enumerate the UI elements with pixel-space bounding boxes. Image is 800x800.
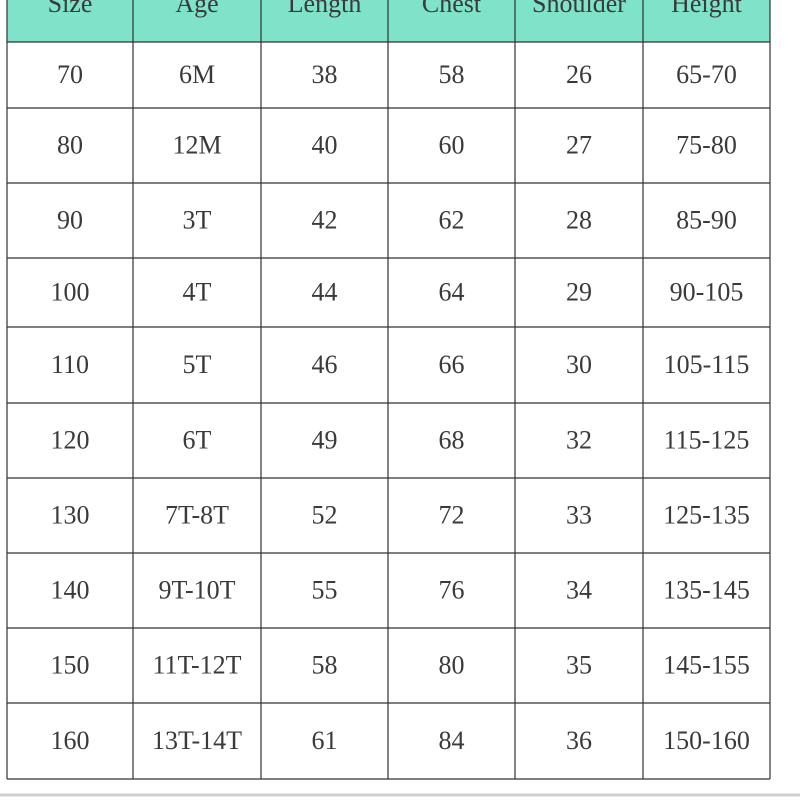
header-cell: Shoulder — [532, 0, 626, 18]
table-cell: 52 — [312, 500, 338, 529]
table-cell: 90 — [57, 205, 83, 234]
table-cell: 61 — [312, 726, 338, 755]
table-cell: 30 — [566, 350, 592, 379]
table-cell: 6T — [183, 425, 212, 454]
table-cell: 28 — [566, 205, 592, 234]
table-cell: 58 — [439, 60, 465, 89]
table-cell: 60 — [439, 130, 465, 159]
table-cell: 65-70 — [676, 60, 737, 89]
table-cell: 4T — [183, 277, 212, 306]
table-cell: 32 — [566, 425, 592, 454]
header-cell: Length — [288, 0, 362, 18]
table-cell: 145-155 — [663, 650, 750, 679]
table-cell: 68 — [439, 425, 465, 454]
table-cell: 46 — [312, 350, 338, 379]
table-cell: 125-135 — [663, 500, 750, 529]
table-cell: 80 — [57, 130, 83, 159]
table-cell: 38 — [312, 60, 338, 89]
header-cell: Chest — [422, 0, 482, 18]
header-cell: Height — [671, 0, 743, 18]
table-cell: 55 — [312, 575, 338, 604]
table-cell: 58 — [312, 650, 338, 679]
table-cell: 5T — [183, 350, 212, 379]
table-cell: 6M — [179, 60, 215, 89]
table-cell: 40 — [312, 130, 338, 159]
table-cell: 120 — [51, 425, 90, 454]
table-cell: 9T-10T — [158, 575, 235, 604]
table-cell: 13T-14T — [152, 726, 242, 755]
table-cell: 62 — [439, 205, 465, 234]
table-cell: 115-125 — [664, 425, 750, 454]
table-cell: 130 — [51, 500, 90, 529]
table-cell: 11T-12T — [152, 650, 241, 679]
table-cell: 35 — [566, 650, 592, 679]
table-cell: 42 — [312, 205, 338, 234]
table-cell: 85-90 — [676, 205, 737, 234]
table-cell: 150-160 — [663, 726, 750, 755]
table-cell: 100 — [51, 277, 90, 306]
table-cell: 160 — [51, 726, 90, 755]
table-cell: 44 — [312, 277, 338, 306]
table-cell: 75-80 — [676, 130, 737, 159]
table-cell: 110 — [51, 350, 89, 379]
table-cell: 7T-8T — [165, 500, 229, 529]
table-cell: 12M — [172, 130, 221, 159]
table-cell: 90-105 — [670, 277, 744, 306]
table-cell: 140 — [51, 575, 90, 604]
table-cell: 80 — [439, 650, 465, 679]
table-cell: 64 — [439, 277, 465, 306]
table-cell: 150 — [51, 650, 90, 679]
table-cell: 3T — [183, 205, 212, 234]
table-cell: 49 — [312, 425, 338, 454]
header-cell: Age — [175, 0, 218, 18]
table-cell: 84 — [439, 726, 465, 755]
table-cell: 33 — [566, 500, 592, 529]
table-cell: 70 — [57, 60, 83, 89]
table-cell: 76 — [439, 575, 465, 604]
table-cell: 72 — [439, 500, 465, 529]
table-cell: 26 — [566, 60, 592, 89]
table-cell: 135-145 — [663, 575, 750, 604]
table-cell: 29 — [566, 277, 592, 306]
table-cell: 105-115 — [664, 350, 750, 379]
table-cell: 66 — [439, 350, 465, 379]
table-cell: 27 — [566, 130, 592, 159]
table-cell: 34 — [566, 575, 592, 604]
header-cell: Size — [48, 0, 93, 18]
table-cell: 36 — [566, 726, 592, 755]
